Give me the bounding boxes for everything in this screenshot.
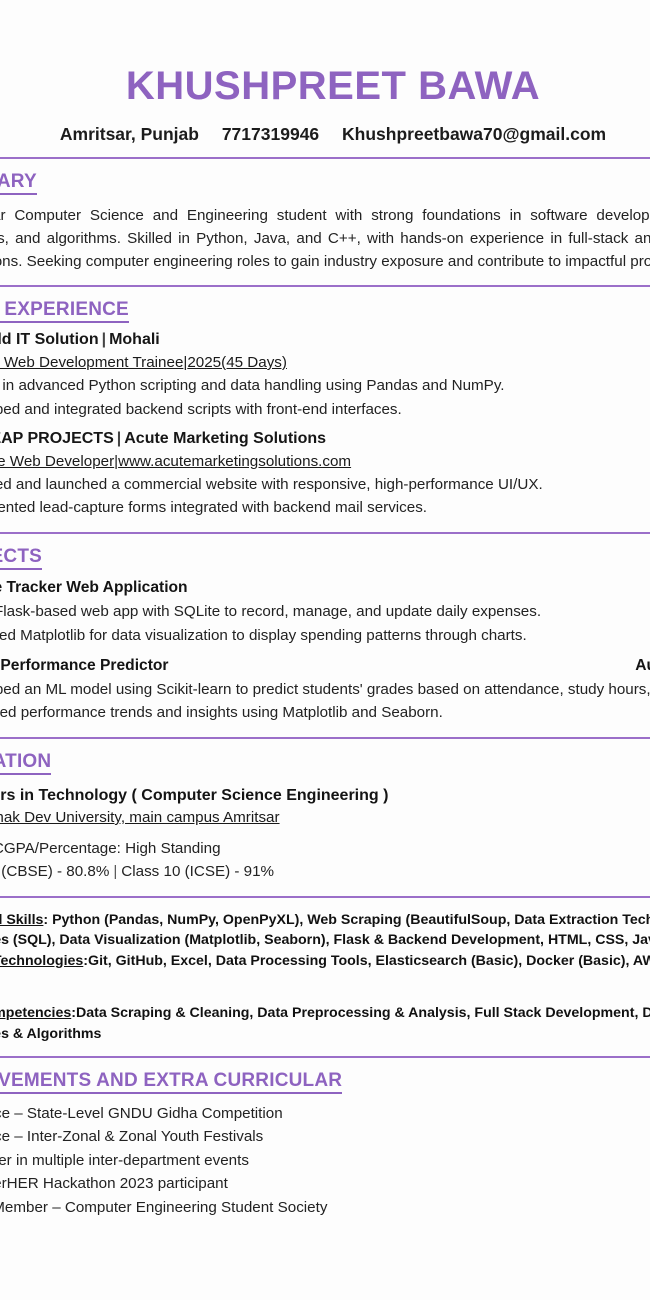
list-item: 1st Place – Inter-Zonal & Zonal Youth Fe…	[0, 1125, 650, 1148]
education-degree: Bachelors in Technology ( Computer Scien…	[0, 787, 389, 805]
list-item: Volunteer in multiple inter-department e…	[0, 1149, 650, 1172]
education-header-row: Bachelors in Technology ( Computer Scien…	[0, 787, 650, 805]
projects-divider	[0, 737, 650, 740]
bullet: Visualized performance trends and insigh…	[0, 702, 650, 725]
separator: |	[183, 353, 188, 371]
experience-org: Techcadd IT Solution	[0, 330, 99, 348]
skills-spacer	[0, 992, 650, 1003]
skill-separator: :	[71, 1005, 76, 1021]
experience-location: Acute Marketing Solutions	[124, 429, 327, 447]
section-heading-summary: SUMMARY	[0, 171, 37, 195]
project-title: Expense Tracker Web Application	[0, 579, 188, 596]
project-date: June 2025	[637, 579, 650, 597]
contact-phone: 7717319946	[221, 124, 320, 144]
summary-text: Final-year Computer Science and Engineer…	[0, 206, 650, 271]
experience-item: NEXTLEAP PROJECTS|Acute Marketing Soluti…	[0, 430, 650, 521]
education-cgpa: Current CGPA/Percentage: High Standing	[0, 840, 221, 858]
bullet: Developed an ML model using Scikit-learn…	[0, 679, 650, 702]
class-12-result: Class 12 (CBSE) - 80.8%	[0, 862, 110, 880]
experience-bullets: Trained in advanced Python scripting and…	[0, 375, 650, 422]
skill-label: Technical Skills	[0, 911, 44, 928]
project-item: Expense Tracker Web Application June 202…	[0, 579, 650, 648]
education-prior-schooling: Class 12 (CBSE) - 80.8%|Class 10 (ICSE) …	[0, 861, 650, 884]
header-divider	[0, 157, 650, 159]
education-details: Current CGPA/Percentage: High Standing C…	[0, 838, 650, 884]
section-projects: PROJECTS Expense Tracker Web Application…	[0, 534, 650, 725]
skill-separator: :	[43, 911, 53, 928]
experience-role: Python & Web Development Trainee	[0, 353, 184, 371]
resume-document: KHUSHPREET BAWA Amritsar, Punjab 7717319…	[0, 0, 650, 1219]
skill-value: Data Scraping & Cleaning, Data Preproces…	[0, 1005, 650, 1042]
candidate-name: KHUSHPREET BAWA	[125, 64, 541, 108]
section-experience: WORK EXPERIENCE Techcadd IT Solution|Moh…	[0, 287, 650, 520]
project-date: August 2025	[635, 656, 650, 674]
section-heading-projects: PROJECTS	[0, 546, 43, 570]
list-item: 1st Place – State-Level GNDU Gidha Compe…	[0, 1102, 650, 1125]
skill-label: Tools & Technologies	[0, 952, 84, 969]
section-summary: SUMMARY Final-year Computer Science and …	[0, 159, 650, 273]
bullet: Built a Flask-based web app with SQLite …	[0, 601, 650, 624]
experience-role-line: Python & Web Development Trainee|2025(45…	[0, 354, 650, 371]
section-heading-education: EDUCATION	[0, 751, 52, 776]
skill-value: Git, GitHub, Excel, Data Processing Tool…	[88, 952, 650, 969]
experience-date: 2025(45 Days)	[187, 353, 287, 371]
class-10-result: Class 10 (ICSE) - 91%	[121, 862, 275, 880]
skills-divider	[0, 1056, 650, 1059]
bullet: Trained in advanced Python scripting and…	[0, 375, 650, 398]
skill-line-competencies: Core Competencies:Data Scraping & Cleani…	[0, 1003, 650, 1044]
experience-org-line: NEXTLEAP PROJECTS|Acute Marketing Soluti…	[0, 430, 650, 448]
skill-separator: :	[83, 952, 89, 969]
separator: |	[101, 330, 107, 348]
project-header-row: Expense Tracker Web Application June 202…	[0, 579, 650, 597]
project-item: Student Performance Predictor August 202…	[0, 657, 650, 726]
contact-email[interactable]: Khushpreetbawa70@gmail.com	[342, 124, 607, 144]
list-item: Active Member – Computer Engineering Stu…	[0, 1196, 650, 1219]
contact-line: Amritsar, Punjab 7717319946 Khushpreetba…	[0, 124, 650, 145]
experience-divider	[0, 532, 650, 535]
experience-bullets: Designed and launched a commercial websi…	[0, 474, 650, 521]
experience-role: Freelance Web Developer	[0, 452, 115, 470]
separator: |	[114, 452, 119, 470]
project-bullets: Built a Flask-based web app with SQLite …	[0, 601, 650, 648]
bullet: Developed and integrated backend scripts…	[0, 399, 650, 422]
section-achievements: ACHIEVEMENTS AND EXTRA CURRICULAR 1st Pl…	[0, 1058, 650, 1219]
experience-org-line: Techcadd IT Solution|Mohali	[0, 331, 650, 349]
project-bullets: Developed an ML model using Scikit-learn…	[0, 679, 650, 726]
project-title: Student Performance Predictor	[0, 656, 169, 674]
education-divider	[0, 895, 650, 898]
section-heading-achievements: ACHIEVEMENTS AND EXTRA CURRICULAR	[0, 1070, 343, 1095]
project-header-row: Student Performance Predictor August 202…	[0, 657, 650, 675]
section-heading-experience: WORK EXPERIENCE	[0, 299, 129, 323]
bullet: Implemented lead-capture forms integrate…	[0, 497, 650, 520]
skill-line-technical: Technical Skills: Python (Pandas, NumPy,…	[0, 910, 650, 951]
experience-item: Techcadd IT Solution|Mohali Python & Web…	[0, 331, 650, 422]
section-education: EDUCATION Bachelors in Technology ( Comp…	[0, 739, 650, 883]
experience-role-line: Freelance Web Developer|www.acutemarketi…	[0, 453, 650, 470]
education-year: 2022-2026	[635, 787, 650, 805]
skill-value: Python (Pandas, NumPy, OpenPyXL), Web Sc…	[0, 911, 650, 949]
bullet: Integrated Matplotlib for data visualiza…	[0, 625, 650, 648]
experience-url[interactable]: www.acutemarketingsolutions.com	[118, 452, 352, 470]
summary-divider	[0, 285, 650, 288]
section-skills: Technical Skills: Python (Pandas, NumPy,…	[0, 910, 650, 1045]
education-school: Guru Nanak Dev University, main campus A…	[0, 809, 280, 827]
list-item: HackHerHER Hackathon 2023 participant	[0, 1172, 650, 1195]
separator: |	[116, 429, 122, 447]
experience-org: NEXTLEAP PROJECTS	[0, 429, 114, 447]
skill-label: Core Competencies	[0, 1005, 72, 1021]
achievements-list: 1st Place – State-Level GNDU Gidha Compe…	[0, 1102, 650, 1219]
skill-line-tools: Tools & Technologies:Git, GitHub, Excel,…	[0, 951, 650, 992]
experience-location: Mohali	[109, 330, 160, 348]
contact-location: Amritsar, Punjab	[59, 124, 199, 144]
separator: |	[113, 862, 118, 880]
bullet: Designed and launched a commercial websi…	[0, 474, 650, 497]
